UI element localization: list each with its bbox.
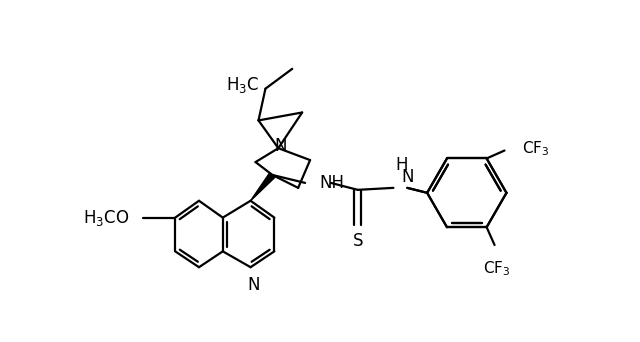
Polygon shape [251,173,275,201]
Text: N: N [401,168,414,186]
Text: NH: NH [319,174,344,192]
Text: $\mathregular{CF_3}$: $\mathregular{CF_3}$ [483,259,510,278]
Text: S: S [353,233,363,250]
Text: $\mathregular{CF_3}$: $\mathregular{CF_3}$ [522,139,550,158]
Text: N: N [274,137,287,155]
Text: $\mathregular{H_3CO}$: $\mathregular{H_3CO}$ [83,208,129,228]
Text: N: N [247,276,260,294]
Text: H: H [395,156,408,174]
Text: $\mathregular{H_3C}$: $\mathregular{H_3C}$ [227,75,259,95]
